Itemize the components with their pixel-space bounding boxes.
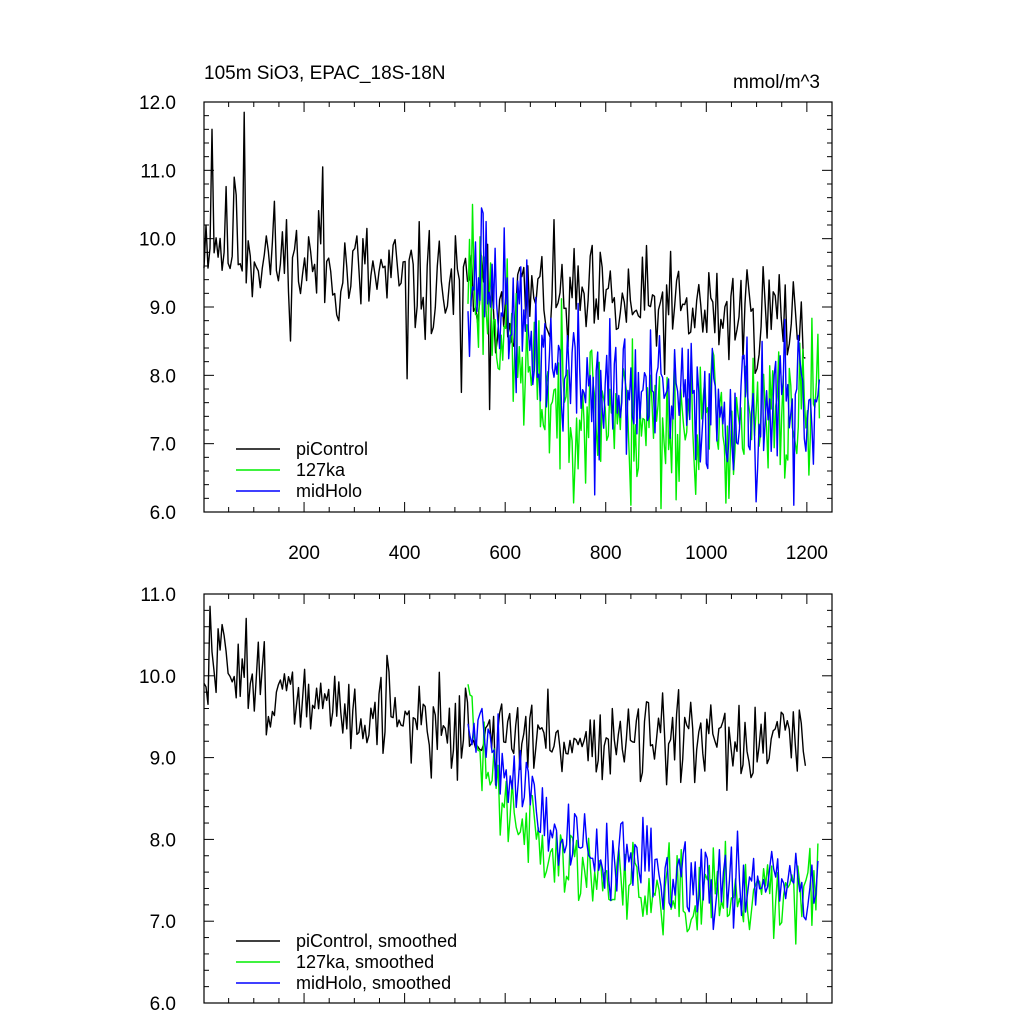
series-line-midholo — [467, 207, 821, 506]
x-tick-label: 200 — [288, 543, 320, 564]
chart-panel-2: 6.0 7.0 8.0 9.0 10.0 11.0 piControl, smoothed1… — [139, 585, 833, 1015]
series-line-picontrol — [203, 111, 806, 411]
y-tick-label: 12.0 — [139, 93, 176, 114]
series-line-127ka — [467, 203, 821, 510]
x-tick-label: 600 — [489, 543, 521, 564]
y-tick-label: 9.0 — [150, 749, 176, 770]
series-line-midholo-smoothed — [467, 707, 819, 931]
legend-label: 127ka — [296, 460, 346, 480]
units-label: mmol/m^3 — [733, 72, 820, 93]
x-tick-label: 800 — [590, 543, 622, 564]
legend-label: midHolo — [296, 481, 362, 501]
plot-frame — [203, 593, 833, 1004]
y-tick-label: 11.0 — [140, 161, 176, 182]
y-tick-label: 10.0 — [139, 667, 176, 688]
y-tick-label: 9.0 — [150, 298, 176, 319]
x-tick-label: 1000 — [685, 543, 727, 564]
legend-label: midHolo, smoothed — [296, 973, 451, 993]
y-tick-label: 7.0 — [150, 912, 176, 933]
y-tick-label: 6.0 — [150, 503, 176, 524]
y-tick-label: 8.0 — [150, 366, 176, 387]
series-line-picontrol-smoothed — [203, 605, 807, 791]
y-tick-label: 6.0 — [150, 994, 176, 1015]
x-tick-label: 1200 — [786, 543, 828, 564]
y-tick-label: 7.0 — [150, 435, 176, 456]
chart-panel-1: 6.0 7.0 8.0 9.0 10.0 11.0 12.0 200 400 600 800 1000… — [139, 63, 833, 564]
y-tick-label: 10.0 — [139, 230, 176, 251]
legend-label: piControl — [296, 439, 368, 459]
legend-label: piControl, smoothed — [296, 931, 457, 951]
x-tick-label: 400 — [389, 543, 421, 564]
series-line-127ka-smoothed — [467, 684, 819, 945]
legend-label: 127ka, smoothed — [296, 952, 434, 972]
y-tick-label: 11.0 — [140, 585, 176, 606]
chart-title: 105m SiO3, EPAC_18S-18N — [204, 63, 446, 84]
y-tick-label: 8.0 — [150, 830, 176, 851]
